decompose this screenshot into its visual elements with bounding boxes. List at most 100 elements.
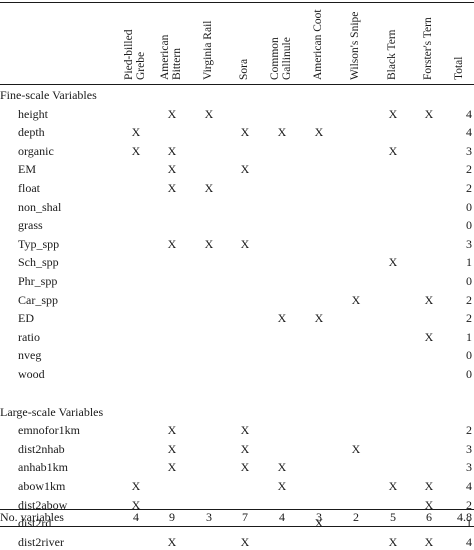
variable-count: 4 [279, 510, 285, 524]
column-header: American Bittern [159, 34, 183, 80]
row-label: wood [18, 367, 45, 381]
presence-mark: X [204, 106, 214, 121]
row-total: 1 [466, 516, 472, 531]
presence-mark: X [167, 162, 177, 177]
row-label: EM [18, 162, 36, 177]
presence-mark: X [167, 106, 177, 121]
presence-mark: X [277, 311, 287, 326]
row-label: Typ_spp [18, 236, 60, 251]
row-total: 2 [466, 311, 472, 326]
variable-count: 9 [169, 510, 175, 524]
row-label: organic [18, 143, 54, 158]
presence-mark: X [131, 125, 141, 140]
presence-mark: X [167, 423, 177, 438]
row-total: 3 [466, 460, 472, 475]
presence-mark: X [167, 236, 177, 251]
column-header: Common Gallinule [269, 37, 293, 80]
presence-mark: X [277, 125, 287, 140]
row-label: dist2river [18, 534, 64, 549]
presence-mark: X [388, 478, 398, 493]
table-rule [0, 509, 474, 510]
presence-mark: X [131, 478, 141, 493]
presence-mark: X [424, 478, 434, 493]
presence-mark: X [167, 143, 177, 158]
presence-mark: X [240, 460, 250, 475]
presence-mark: X [131, 143, 141, 158]
presence-mark: X [424, 534, 434, 549]
presence-mark: X [240, 236, 250, 251]
presence-mark: X [240, 125, 250, 140]
row-total: 1 [466, 255, 472, 270]
variable-count: 6 [426, 510, 432, 524]
presence-mark: X [388, 106, 398, 121]
row-total: 2 [466, 497, 472, 512]
row-label: anhab1km [18, 460, 68, 475]
row-label: non_shal [18, 199, 62, 214]
variable-count: 3 [316, 510, 322, 524]
presence-mark: X [204, 236, 214, 251]
row-total: 4 [466, 478, 472, 493]
presence-mark: X [167, 534, 177, 549]
presence-mark: X [351, 441, 361, 456]
presence-mark: X [351, 292, 361, 307]
presence-mark: X [167, 441, 177, 456]
column-header: American Coot [312, 9, 324, 80]
column-header: Total [453, 56, 465, 80]
row-total: 0 [466, 274, 472, 288]
presence-mark: X [314, 516, 324, 531]
variable-count: 7 [242, 510, 248, 524]
presence-mark: X [388, 143, 398, 158]
row-label: height [18, 106, 48, 121]
presence-mark: X [424, 497, 434, 512]
row-label: emnofor1km [18, 423, 80, 438]
row-total: 2 [466, 181, 472, 195]
row-label: ratio [18, 329, 40, 344]
column-header: Sora [238, 58, 250, 80]
presence-mark: X [388, 255, 398, 270]
row-label: ED [18, 311, 34, 326]
row-total: 2 [466, 162, 472, 177]
row-total: 3 [466, 143, 472, 158]
row-label: Car_spp [18, 292, 58, 307]
presence-mark: X [240, 423, 250, 438]
presence-mark: X [167, 181, 177, 195]
table-rule [0, 84, 474, 85]
row-label: Sch_spp [18, 255, 59, 270]
variable-count: 4 [133, 510, 139, 524]
row-total: 0 [466, 348, 472, 363]
row-total: 2 [466, 423, 472, 438]
row-label: depth [18, 125, 45, 140]
column-header: Forster's Tern [422, 17, 434, 80]
row-label: nveg [18, 348, 42, 363]
variable-count: 3 [206, 510, 212, 524]
presence-mark: X [424, 292, 434, 307]
row-total: 0 [466, 367, 472, 381]
variable-count: 5 [390, 510, 396, 524]
row-label: grass [18, 218, 43, 233]
row-total: 4 [466, 106, 472, 121]
row-total: 0 [466, 199, 472, 214]
variable-count: 2 [353, 510, 359, 524]
column-header: Black Tern [386, 29, 398, 80]
row-total: 3 [466, 236, 472, 251]
presence-mark: X [240, 162, 250, 177]
row-total: 0 [466, 218, 472, 233]
table-rule [0, 2, 474, 3]
footer-total: 4.8 [457, 510, 472, 524]
row-total: 2 [466, 292, 472, 307]
presence-mark: X [240, 441, 250, 456]
presence-mark: X [424, 329, 434, 344]
row-label: float [18, 181, 40, 195]
presence-mark: X [314, 125, 324, 140]
column-header: Virginia Rail [202, 20, 214, 80]
section-title: Fine-scale Variables [0, 88, 97, 102]
presence-mark: X [424, 106, 434, 121]
section-title: Large-scale Variables [0, 404, 104, 419]
presence-mark: X [131, 497, 141, 512]
presence-mark: X [277, 478, 287, 493]
footer-label: No. variables [0, 510, 64, 524]
row-total: 4 [466, 534, 472, 549]
column-header: Pied-billed Grebe [123, 29, 147, 80]
row-label: abow1km [18, 478, 66, 493]
